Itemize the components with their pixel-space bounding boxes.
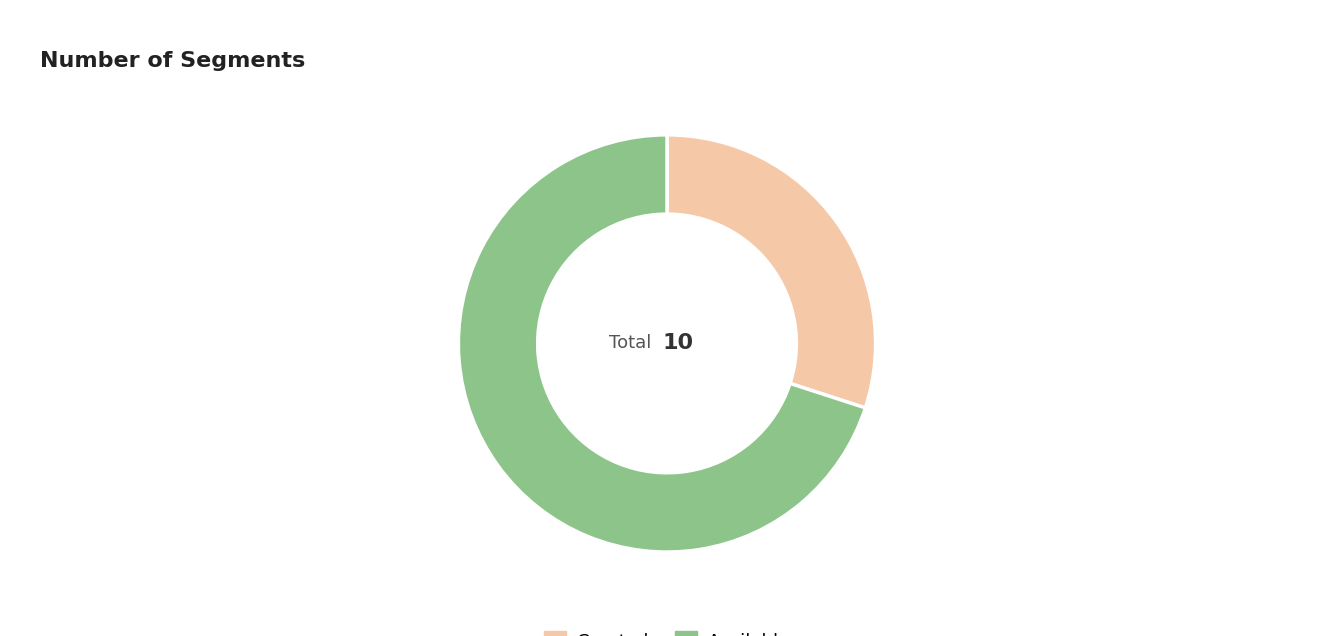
Text: Total: Total — [608, 335, 663, 352]
Text: Number of Segments: Number of Segments — [40, 51, 305, 71]
Wedge shape — [667, 135, 875, 408]
Legend: Created, Available: Created, Available — [536, 624, 798, 636]
Text: 10: 10 — [663, 333, 694, 354]
Wedge shape — [459, 135, 866, 552]
